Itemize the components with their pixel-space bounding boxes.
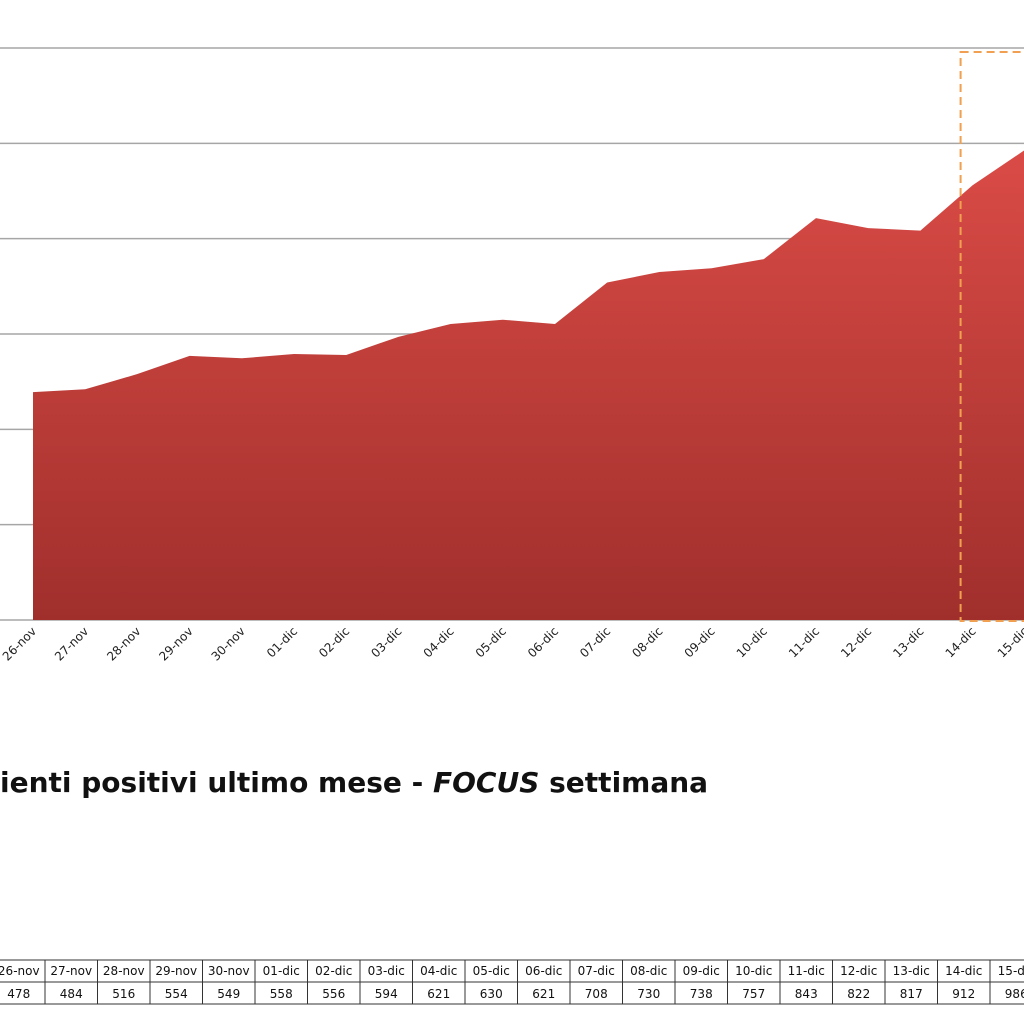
- x-tick-label: 07-dic: [577, 624, 613, 660]
- area: [33, 150, 1024, 620]
- x-tick-label: 28-nov: [104, 624, 143, 663]
- table-header: 27-nov: [50, 964, 92, 978]
- x-tick-label: 08-dic: [629, 624, 665, 660]
- table-value: 822: [847, 987, 870, 1001]
- table-header: 02-dic: [315, 964, 352, 978]
- table-header: 07-dic: [578, 964, 615, 978]
- table-header: 01-dic: [263, 964, 300, 978]
- x-tick-label: 04-dic: [421, 624, 457, 660]
- x-tick-label: 27-nov: [52, 624, 91, 663]
- table-header: 29-nov: [155, 964, 197, 978]
- x-tick-label: 13-dic: [890, 624, 926, 660]
- table-header: 05-dic: [473, 964, 510, 978]
- table-value: 558: [270, 987, 293, 1001]
- table-value: 549: [217, 987, 240, 1001]
- table-value: 817: [900, 987, 923, 1001]
- x-tick-label: 26-nov: [0, 624, 39, 663]
- table-header: 04-dic: [420, 964, 457, 978]
- table-header: 06-dic: [525, 964, 562, 978]
- x-tick-label: 12-dic: [838, 624, 874, 660]
- table-header: 09-dic: [683, 964, 720, 978]
- x-tick-label: 29-nov: [156, 624, 195, 663]
- table-value: 621: [427, 987, 450, 1001]
- table-value: 986: [1005, 987, 1024, 1001]
- table-value: 594: [375, 987, 398, 1001]
- x-tick-label: 06-dic: [525, 624, 561, 660]
- x-tick-label: 30-nov: [209, 624, 248, 663]
- table-value: 757: [742, 987, 765, 1001]
- table-header: 26-nov: [0, 964, 40, 978]
- title-prefix: ienti positivi ultimo mese -: [0, 766, 433, 799]
- x-tick-label: 05-dic: [473, 624, 509, 660]
- table-header: 28-nov: [103, 964, 145, 978]
- chart-title: ienti positivi ultimo mese - FOCUS setti…: [0, 766, 708, 799]
- title-suffix: settimana: [539, 766, 708, 799]
- table-header: 10-dic: [735, 964, 772, 978]
- table-value: 912: [952, 987, 975, 1001]
- table-value: 554: [165, 987, 188, 1001]
- x-tick-label: 14-dic: [943, 624, 979, 660]
- title-focus: FOCUS: [433, 766, 539, 799]
- table-value: 516: [112, 987, 135, 1001]
- table-value: 738: [690, 987, 713, 1001]
- table-header: 15-dic: [998, 964, 1024, 978]
- focus-box: [959, 51, 1024, 622]
- x-tick-label: 10-dic: [734, 624, 770, 660]
- x-tick-label: 03-dic: [368, 624, 404, 660]
- table-header: 03-dic: [368, 964, 405, 978]
- table-value: 630: [480, 987, 503, 1001]
- table-header: 14-dic: [945, 964, 982, 978]
- table-value: 843: [795, 987, 818, 1001]
- x-tick-label: 15-dic: [995, 624, 1024, 660]
- table-header: 30-nov: [208, 964, 250, 978]
- table-value: 478: [7, 987, 30, 1001]
- table-header: 11-dic: [788, 964, 825, 978]
- table-value: 484: [60, 987, 83, 1001]
- table-header: 12-dic: [840, 964, 877, 978]
- table-header: 08-dic: [630, 964, 667, 978]
- table-value: 556: [322, 987, 345, 1001]
- x-tick-label: 02-dic: [316, 624, 352, 660]
- table-cell: [989, 981, 1024, 1005]
- table-value: 621: [532, 987, 555, 1001]
- x-tick-label: 01-dic: [264, 624, 300, 660]
- x-tick-label: 09-dic: [682, 624, 718, 660]
- table-header: 13-dic: [893, 964, 930, 978]
- table-value: 708: [585, 987, 608, 1001]
- x-tick-label: 11-dic: [786, 624, 822, 660]
- table-value: 730: [637, 987, 660, 1001]
